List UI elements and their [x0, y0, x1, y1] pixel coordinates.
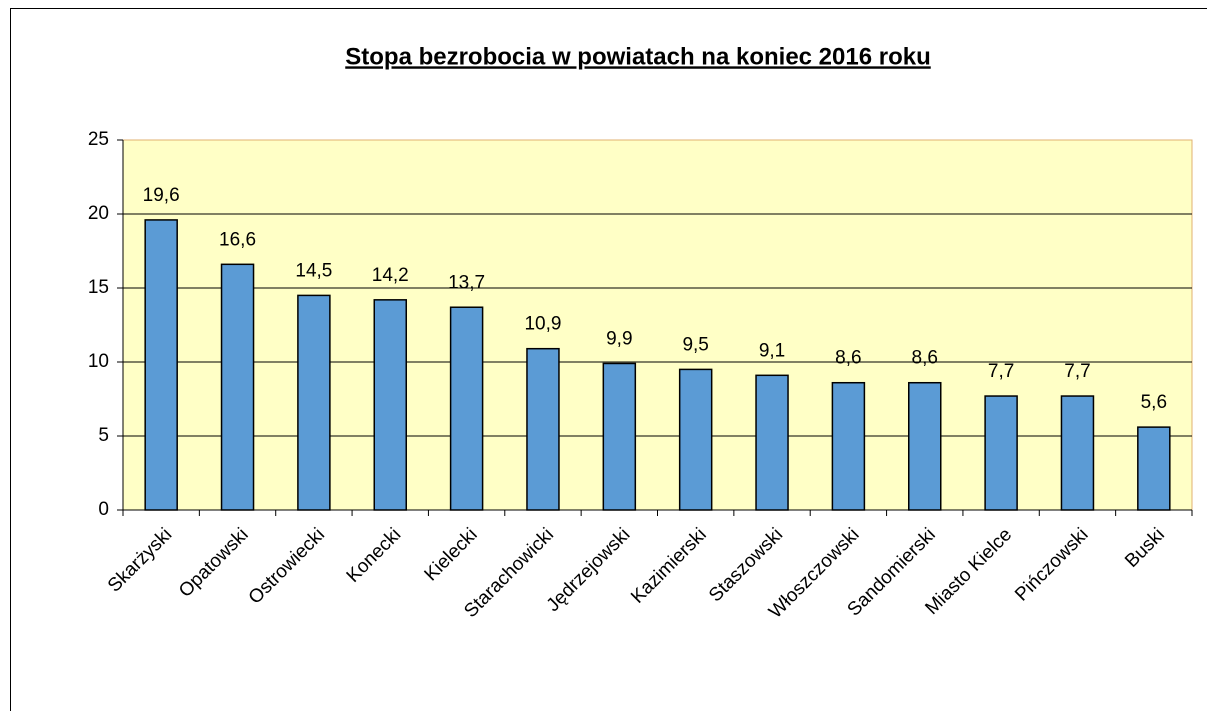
data-label: 9,1	[759, 340, 785, 361]
y-tick-label: 10	[88, 351, 109, 372]
data-label: 9,5	[682, 334, 708, 355]
data-label: 16,6	[219, 229, 256, 250]
data-label: 9,9	[606, 328, 632, 349]
data-label: 8,6	[912, 348, 938, 369]
data-label: 14,5	[295, 260, 332, 281]
data-label: 7,7	[1064, 361, 1090, 382]
bar	[909, 383, 941, 510]
data-label: 19,6	[143, 185, 180, 206]
bar	[298, 295, 330, 510]
data-label: 7,7	[988, 361, 1014, 382]
data-label: 10,9	[524, 314, 561, 335]
y-tick-label: 0	[98, 499, 109, 520]
bar	[222, 264, 254, 510]
y-tick-label: 25	[88, 129, 109, 150]
data-label: 5,6	[1141, 392, 1167, 413]
bar	[756, 375, 788, 510]
data-label: 8,6	[835, 348, 861, 369]
bar	[451, 307, 483, 510]
plot-area	[123, 140, 1192, 510]
bar	[603, 363, 635, 510]
chart-title: Stopa bezrobocia w powiatach na koniec 2…	[345, 43, 931, 70]
bar	[832, 383, 864, 510]
bar	[145, 220, 177, 510]
bar	[1061, 396, 1093, 510]
bar	[374, 300, 406, 510]
data-label: 13,7	[448, 272, 485, 293]
bar	[985, 396, 1017, 510]
data-label: 14,2	[372, 265, 409, 286]
bar	[1138, 427, 1170, 510]
bar	[680, 369, 712, 510]
y-tick-label: 5	[98, 425, 109, 446]
y-tick-label: 20	[88, 203, 109, 224]
y-tick-label: 15	[88, 277, 109, 298]
bar	[527, 349, 559, 510]
